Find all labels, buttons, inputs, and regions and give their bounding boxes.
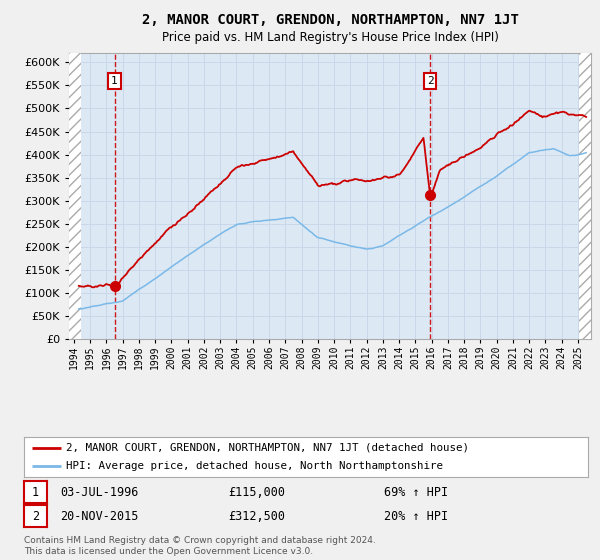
Text: Price paid vs. HM Land Registry's House Price Index (HPI): Price paid vs. HM Land Registry's House … [161,31,499,44]
Text: £115,000: £115,000 [228,486,285,498]
Text: HPI: Average price, detached house, North Northamptonshire: HPI: Average price, detached house, Nort… [66,461,443,471]
Text: 69% ↑ HPI: 69% ↑ HPI [384,486,448,498]
Text: 2: 2 [427,76,434,86]
Text: 2, MANOR COURT, GRENDON, NORTHAMPTON, NN7 1JT: 2, MANOR COURT, GRENDON, NORTHAMPTON, NN… [142,13,518,27]
Bar [69,53,81,339]
Text: £312,500: £312,500 [228,510,285,522]
Text: 1: 1 [111,76,118,86]
Text: 20-NOV-2015: 20-NOV-2015 [60,510,139,522]
Text: 03-JUL-1996: 03-JUL-1996 [60,486,139,498]
Bar [579,53,591,339]
Text: 20% ↑ HPI: 20% ↑ HPI [384,510,448,522]
Text: 2: 2 [32,510,39,522]
Text: Contains HM Land Registry data © Crown copyright and database right 2024.
This d: Contains HM Land Registry data © Crown c… [24,536,376,556]
Text: 2, MANOR COURT, GRENDON, NORTHAMPTON, NN7 1JT (detached house): 2, MANOR COURT, GRENDON, NORTHAMPTON, NN… [66,443,469,453]
Text: 1: 1 [32,486,39,498]
